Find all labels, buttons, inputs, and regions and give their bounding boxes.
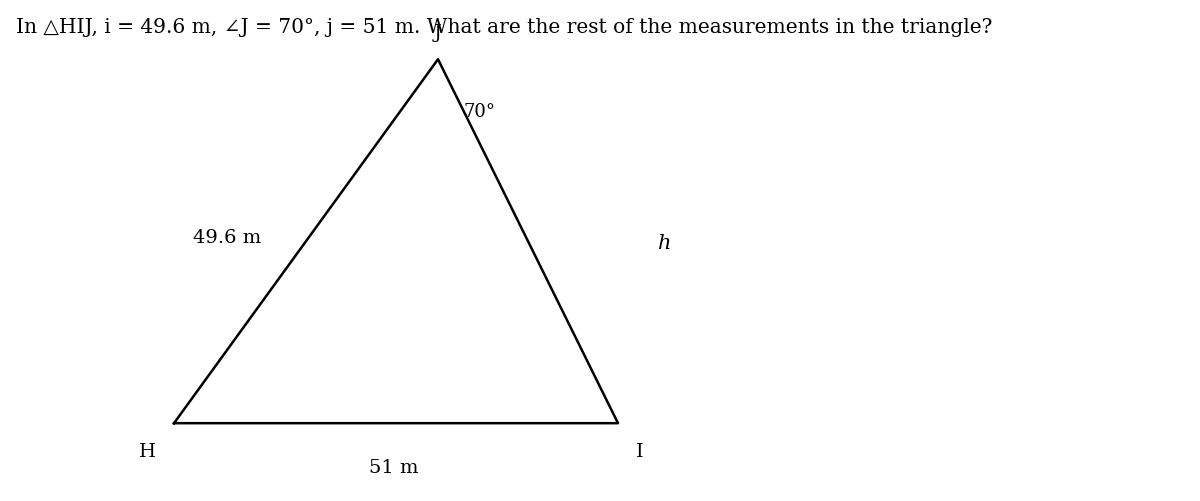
Text: I: I <box>636 442 643 460</box>
Text: 70°: 70° <box>463 103 496 121</box>
Text: J: J <box>434 24 442 42</box>
Text: H: H <box>139 442 156 460</box>
Text: h: h <box>658 233 671 253</box>
Text: 51 m: 51 m <box>368 458 419 476</box>
Text: In △HIJ, i = 49.6 m, ∠J = 70°, j = 51 m. What are the rest of the measurements i: In △HIJ, i = 49.6 m, ∠J = 70°, j = 51 m.… <box>16 18 992 37</box>
Text: 49.6 m: 49.6 m <box>193 229 262 247</box>
